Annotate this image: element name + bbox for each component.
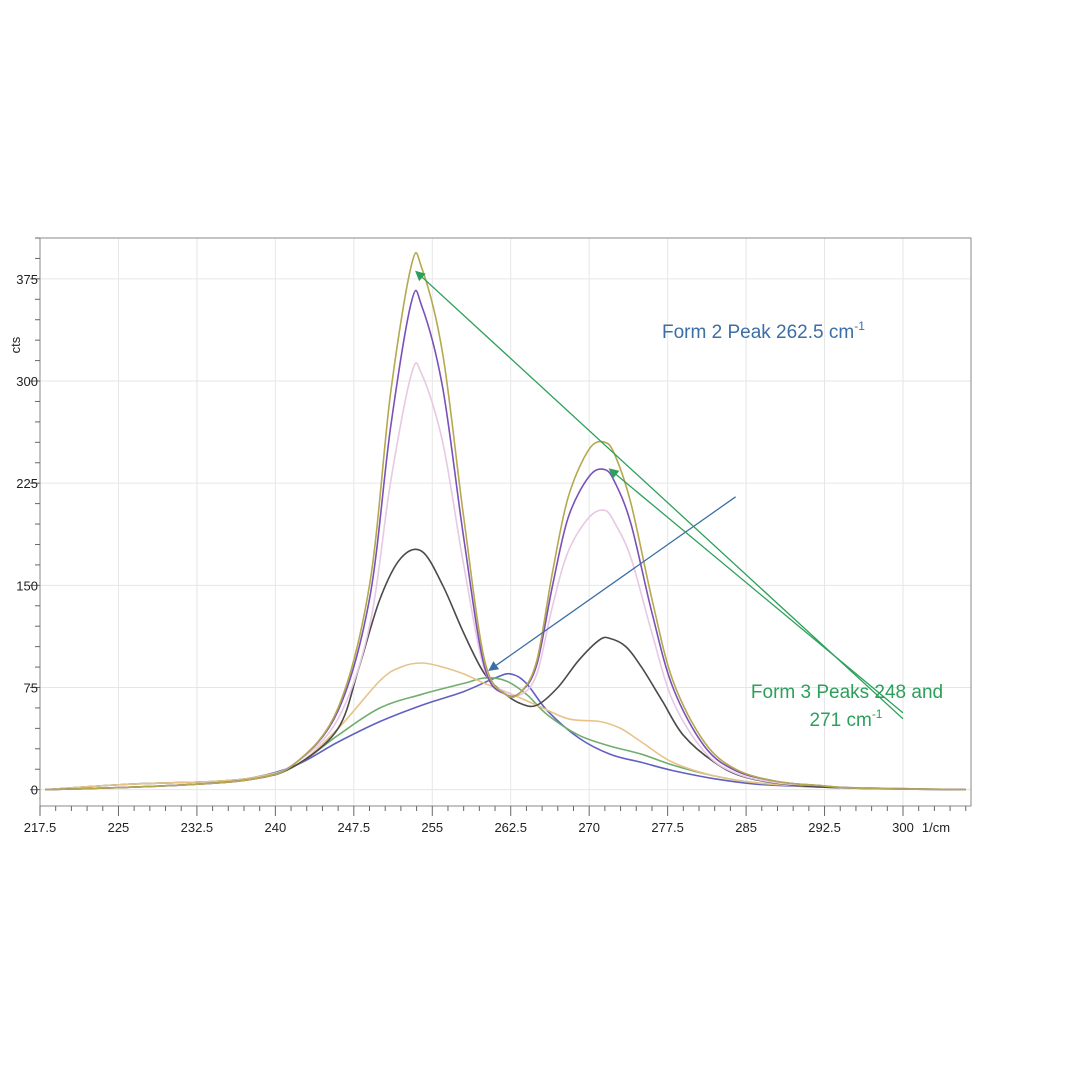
x-tick-label: 270 (578, 820, 600, 835)
y-tick-label: 150 (16, 578, 38, 593)
form3-arrow-271 (608, 468, 904, 714)
x-tick-label: 300 (892, 820, 914, 835)
form3-annotation-label-line2: 271 cm-1 (810, 707, 883, 731)
x-tick-label: 262.5 (494, 820, 527, 835)
form3-superscript: -1 (872, 707, 883, 721)
x-tick-label: 217.5 (24, 820, 57, 835)
x-tick-label: 285 (735, 820, 757, 835)
x-tick-label: 255 (421, 820, 443, 835)
minor-ticks (30, 237, 967, 816)
series-line (45, 548, 966, 791)
form2-superscript: -1 (854, 319, 865, 333)
form2-arrow (488, 496, 737, 671)
x-tick-label: 232.5 (181, 820, 214, 835)
x-tick-label: 225 (108, 820, 130, 835)
series-layer (45, 252, 966, 791)
series-line (45, 252, 966, 791)
x-tick-label: 292.5 (808, 820, 841, 835)
y-axis-label: cts (8, 336, 23, 353)
y-tick-label: 375 (16, 272, 38, 287)
form3-arrow-248 (415, 270, 904, 720)
x-tick-labels: 217.5 225 232.5 240 247.5 255 262.5 270 277.5 285… (24, 820, 914, 835)
x-tick-label: 277.5 (651, 820, 684, 835)
y-tick-label: 225 (16, 476, 38, 491)
series-line (45, 362, 966, 791)
x-axis-label: 1/cm (922, 820, 950, 835)
plot-frame (39, 237, 972, 807)
form2-annotation-label: Form 2 Peak 262.5 cm-1 (662, 319, 865, 343)
grid-layer (39, 238, 971, 806)
annotation-layer: Form 2 Peak 262.5 cm-1 Form 3 Peaks 248 a… (415, 270, 943, 731)
form3-annotation-label-line1: Form 3 Peaks 248 and (751, 682, 943, 703)
x-tick-label: 247.5 (338, 820, 371, 835)
y-tick-label: 0 (31, 783, 38, 798)
y-tick-label: 75 (24, 680, 38, 695)
y-tick-labels: 0 75 150 225 300 375 (16, 272, 38, 798)
y-tick-label: 300 (16, 374, 38, 389)
x-tick-label: 240 (265, 820, 287, 835)
